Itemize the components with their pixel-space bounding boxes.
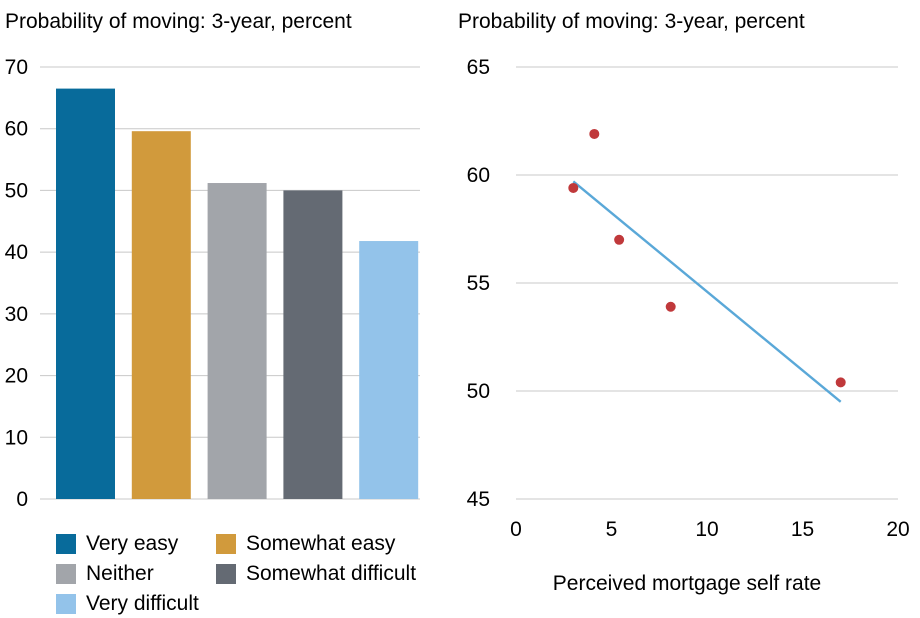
scatter-y-tick-label: 45 xyxy=(467,488,490,511)
scatter-y-tick-label: 50 xyxy=(467,380,490,403)
bar-y-tick-label: 60 xyxy=(5,118,28,141)
legend-swatch xyxy=(56,564,76,584)
legend-swatch xyxy=(216,534,236,554)
scatter-x-tick-label: 5 xyxy=(606,518,618,541)
scatter-x-tick-label: 10 xyxy=(695,518,718,541)
scatter-x-tick-label: 20 xyxy=(886,518,909,541)
bar-y-tick-label: 30 xyxy=(5,303,28,326)
scatter-point xyxy=(614,234,625,245)
bar-y-tick-label: 10 xyxy=(5,426,28,449)
bar-chart-title: Probability of moving: 3-year, percent xyxy=(5,10,352,33)
legend-label: Neither xyxy=(86,562,154,585)
legend-item: Very difficult xyxy=(56,590,216,618)
legend-item: Somewhat difficult xyxy=(216,560,456,588)
legend-label: Very easy xyxy=(86,532,179,555)
bar xyxy=(207,183,267,499)
legend-label: Somewhat easy xyxy=(246,532,396,555)
scatter-y-tick-label: 55 xyxy=(467,272,490,295)
scatter-x-tick-label: 0 xyxy=(510,518,522,541)
scatter-x-axis-label: Perceived mortgage self rate xyxy=(553,572,821,595)
legend-swatch xyxy=(56,594,76,614)
scatter-y-tick-label: 65 xyxy=(467,56,490,79)
bar-chart-legend: Very easy Somewhat easy Neither Somewhat di… xyxy=(56,530,456,618)
trend-line xyxy=(572,180,842,403)
scatter-x-tick-label: 15 xyxy=(791,518,814,541)
bar xyxy=(131,131,191,499)
legend-label: Somewhat difficult xyxy=(246,562,417,585)
bar-y-tick-label: 20 xyxy=(5,365,28,388)
legend-item: Very easy xyxy=(56,530,216,558)
bar-y-tick-label: 40 xyxy=(5,241,28,264)
scatter-point xyxy=(665,301,676,312)
bar xyxy=(359,241,419,499)
legend-label: Very difficult xyxy=(86,592,199,615)
scatter-point xyxy=(589,128,600,139)
scatter-chart-title: Probability of moving: 3-year, percent xyxy=(458,10,805,33)
bar-y-tick-label: 70 xyxy=(5,56,28,79)
legend-swatch xyxy=(56,534,76,554)
scatter-point xyxy=(835,377,846,388)
bar-y-tick-label: 50 xyxy=(5,179,28,202)
bar xyxy=(283,190,343,499)
legend-item: Neither xyxy=(56,560,216,588)
scatter-point xyxy=(568,182,579,193)
legend-item: Somewhat easy xyxy=(216,530,456,558)
scatter-y-tick-label: 60 xyxy=(467,164,490,187)
bar-y-tick-label: 0 xyxy=(16,488,28,511)
legend-swatch xyxy=(216,564,236,584)
bar xyxy=(56,88,115,499)
